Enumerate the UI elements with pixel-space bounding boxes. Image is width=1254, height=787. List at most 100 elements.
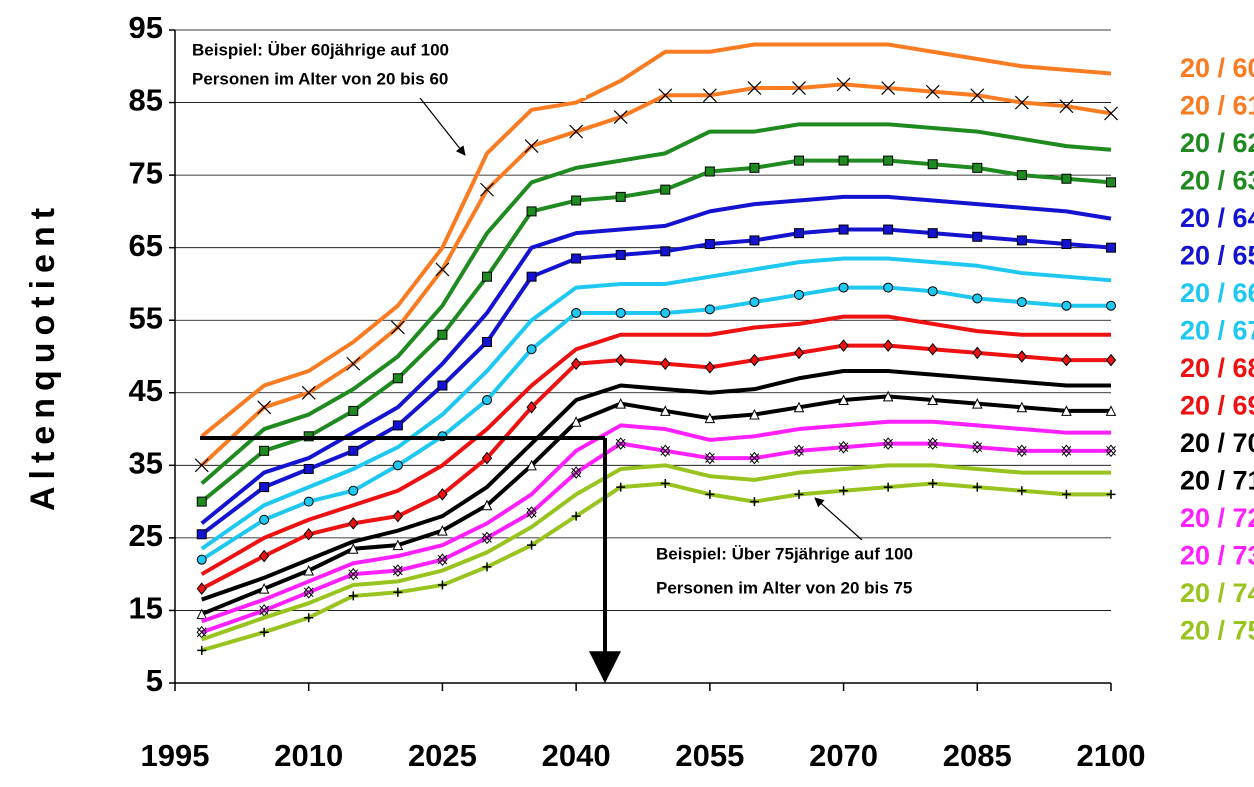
marker	[1061, 489, 1071, 499]
marker	[838, 224, 849, 235]
marker	[747, 81, 762, 95]
legend-entry: 20 / 69	[1180, 391, 1254, 421]
marker	[526, 206, 537, 217]
marker	[972, 440, 983, 454]
marker	[1105, 353, 1117, 367]
marker	[1016, 297, 1027, 308]
marker	[928, 478, 938, 488]
marker	[526, 344, 537, 355]
marker	[838, 339, 849, 352]
marker	[392, 373, 403, 384]
marker	[1106, 300, 1116, 311]
marker	[348, 445, 359, 456]
legend-entry: 20 / 66	[1180, 278, 1254, 308]
marker	[1016, 444, 1028, 458]
marker	[882, 390, 894, 402]
marker	[1104, 106, 1118, 121]
marker	[1016, 170, 1027, 181]
marker	[526, 400, 537, 414]
marker	[838, 155, 849, 166]
marker	[526, 506, 537, 519]
series-line	[200, 42, 1112, 438]
marker	[972, 346, 983, 360]
marker	[348, 567, 359, 581]
marker	[392, 509, 404, 523]
marker	[390, 320, 405, 335]
marker	[570, 357, 582, 371]
marker	[660, 444, 671, 458]
marker	[197, 645, 207, 655]
marker	[972, 231, 983, 242]
marker	[658, 88, 673, 103]
marker	[392, 539, 404, 551]
x-tick-label: 2055	[675, 738, 744, 773]
marker	[303, 527, 314, 541]
x-tick-label: 2085	[943, 738, 1012, 773]
marker	[794, 228, 804, 239]
marker	[392, 564, 404, 577]
marker	[570, 466, 582, 479]
y-tick-label: 35	[129, 446, 163, 481]
annotation-arrow	[419, 97, 466, 156]
marker	[259, 445, 270, 456]
marker	[972, 162, 983, 173]
marker	[660, 307, 671, 318]
legend-entry: 20 / 61	[1180, 91, 1254, 121]
series-line	[201, 369, 1111, 602]
y-tick-label: 25	[129, 518, 163, 553]
series-line	[201, 463, 1111, 642]
marker	[437, 580, 447, 590]
marker	[882, 437, 894, 450]
marker	[527, 540, 537, 550]
marker	[526, 459, 537, 471]
marker	[660, 357, 671, 371]
marker	[704, 451, 716, 465]
marker	[927, 342, 938, 356]
annotation-box	[186, 36, 586, 98]
x-tick-label: 1995	[141, 738, 210, 773]
marker	[1016, 401, 1028, 413]
marker	[259, 482, 270, 493]
marker	[927, 286, 938, 297]
y-tick-label: 45	[129, 373, 163, 408]
marker	[437, 488, 448, 501]
marker	[571, 253, 582, 264]
annotation: Personen im Alter von 20 bis 60	[192, 69, 448, 88]
x-tick-label: 2070	[809, 738, 878, 773]
marker	[480, 182, 494, 197]
marker	[702, 88, 717, 103]
marker	[1061, 300, 1072, 311]
marker	[749, 297, 760, 308]
x-tick-label: 2040	[542, 738, 611, 773]
marker	[749, 353, 760, 367]
marker	[883, 224, 894, 235]
legend-entry: 20 / 64	[1180, 203, 1254, 233]
marker	[1061, 405, 1072, 416]
marker	[1061, 173, 1072, 184]
marker	[196, 554, 207, 565]
marker	[1061, 444, 1072, 458]
legend-entry: 20 / 67	[1180, 316, 1254, 346]
marker	[794, 489, 804, 499]
marker	[1017, 486, 1027, 496]
marker	[615, 437, 626, 450]
marker	[304, 613, 314, 623]
y-tick-label: 55	[129, 300, 163, 335]
series-line	[200, 314, 1111, 576]
marker	[927, 228, 938, 239]
y-tick-label: 5	[146, 663, 163, 698]
marker	[660, 184, 671, 195]
marker	[303, 564, 315, 576]
marker	[749, 162, 760, 173]
marker	[615, 398, 627, 409]
plot-area: 5 15 25 35 45 55 65 75 85 95 1995 2010 2025 2040 2055 2…	[129, 10, 1254, 773]
marker	[927, 159, 938, 170]
marker	[839, 486, 849, 496]
marker	[972, 293, 983, 304]
legend-entry: 20 / 72	[1180, 503, 1254, 533]
marker	[1059, 99, 1074, 114]
marker	[883, 282, 894, 293]
marker	[749, 235, 760, 246]
marker	[1106, 242, 1116, 253]
